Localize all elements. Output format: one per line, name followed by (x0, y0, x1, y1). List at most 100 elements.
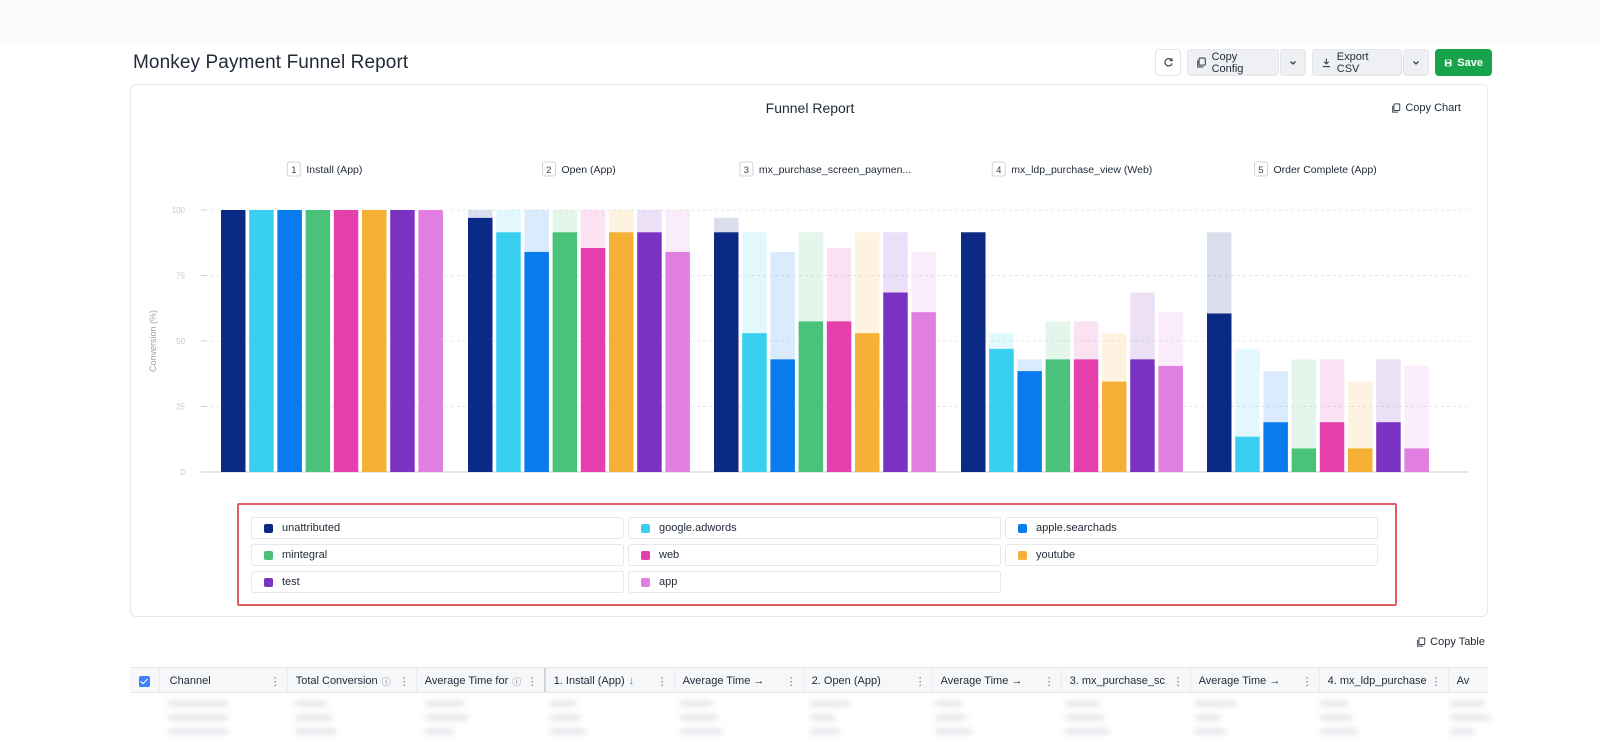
column-menu-icon[interactable]: ⋮ (1172, 675, 1184, 688)
refresh-button[interactable] (1155, 49, 1181, 76)
save-label: Save (1457, 56, 1483, 69)
column-header-label: Average Time → (682, 675, 765, 687)
bar-web (333, 210, 359, 472)
save-icon (1444, 59, 1452, 66)
column-header-average-time-1[interactable]: Average Time → ⋮ (675, 668, 804, 692)
column-menu-icon[interactable]: ⋮ (656, 675, 668, 688)
legend-item[interactable]: apple.searchads (1005, 517, 1378, 539)
blurred-cell (168, 715, 228, 720)
save-button[interactable]: Save (1435, 49, 1492, 76)
bar-mintegral (1291, 448, 1317, 472)
column-menu-icon[interactable]: ⋮ (785, 675, 797, 688)
column-menu-icon[interactable]: ⋮ (526, 675, 538, 688)
legend-item[interactable]: web (628, 544, 1001, 566)
copy-config-dropdown-button[interactable] (1280, 49, 1306, 76)
chart-card: Funnel Report Copy Chart 100 75 50 25 0 Conve… (130, 84, 1488, 617)
chevron-down-icon (1413, 60, 1419, 65)
bar-youtube (855, 333, 880, 472)
legend-item[interactable]: test (251, 571, 624, 593)
dropoff-bar (742, 232, 767, 334)
bar-test (637, 232, 662, 472)
column-header-install[interactable]: 1. Install (App) ↓ ⋮ (546, 668, 675, 692)
legend-item[interactable]: mintegral (251, 544, 624, 566)
blurred-cell (168, 729, 228, 734)
column-header-channel[interactable]: Channel ⋮ (160, 668, 288, 692)
column-menu-icon[interactable]: ⋮ (1043, 675, 1055, 688)
blurred-cell (935, 715, 967, 720)
blurred-cell (425, 729, 454, 734)
dropoff-bar (1158, 312, 1183, 366)
column-menu-icon[interactable]: ⋮ (1301, 675, 1313, 688)
bar-apple-searchads (524, 251, 549, 472)
bar-apple-searchads (1017, 371, 1042, 472)
column-header-average-time[interactable]: Average Time for ⓘ ⋮ (417, 668, 546, 692)
select-all-checkbox[interactable] (130, 668, 160, 692)
dropoff-bar (883, 232, 908, 293)
bar-youtube (1348, 448, 1373, 472)
export-csv-button[interactable]: Export CSV (1312, 49, 1402, 76)
y-tick-label: 100 (172, 206, 186, 215)
copy-chart-button[interactable]: Copy Chart (1391, 102, 1461, 114)
column-menu-icon[interactable]: ⋮ (398, 675, 410, 688)
column-header-label: Total Conversion (295, 675, 378, 687)
column-menu-icon[interactable]: ⋮ (1430, 675, 1442, 688)
dropoff-bar (580, 210, 606, 248)
legend-item[interactable]: youtube (1005, 544, 1378, 566)
dropoff-bar (798, 232, 824, 322)
table-header: Channel ⋮ Total Conversion ⓘ ⋮ Average Time… (130, 667, 1488, 693)
legend-item[interactable]: app (628, 571, 1001, 593)
dropoff-bar (1102, 333, 1127, 382)
column-header-ldp-purchase[interactable]: 4. mx_ldp_purchase ⋮ (1320, 668, 1449, 692)
y-axis-label: Conversion (%) (148, 310, 158, 372)
legend-label: google.adwords (659, 522, 737, 534)
bar-mintegral (305, 210, 331, 472)
dropoff-bar (1348, 381, 1373, 449)
column-header-purchase-screen[interactable]: 3. mx_purchase_sc ⋮ (1062, 668, 1191, 692)
dropoff-bar (770, 251, 795, 360)
bar-web (1319, 422, 1345, 472)
copy-icon (1392, 103, 1401, 113)
dropoff-bar (1376, 359, 1401, 423)
export-csv-group: Export CSV (1312, 49, 1429, 76)
legend-item[interactable]: google.adwords (628, 517, 1001, 539)
column-header-total-conversion[interactable]: Total Conversion ⓘ ⋮ (288, 668, 417, 692)
column-header-label: 4. mx_ldp_purchase (1327, 675, 1427, 687)
column-header-average-time-3[interactable]: Average Time → ⋮ (1191, 668, 1320, 692)
download-icon (1322, 58, 1330, 68)
column-menu-icon[interactable]: ⋮ (269, 675, 281, 688)
dropoff-bar (989, 333, 1014, 349)
refresh-icon (1163, 58, 1173, 67)
blurred-cell (1065, 729, 1109, 734)
dropoff-bar (1291, 359, 1317, 449)
blurred-cell (295, 701, 327, 706)
bar-unattributed (961, 232, 986, 472)
export-csv-dropdown-button[interactable] (1403, 49, 1429, 76)
dropoff-bar (665, 210, 690, 252)
blurred-cell (1320, 701, 1348, 706)
column-header-average-time-2[interactable]: Average Time → ⋮ (933, 668, 1062, 692)
blurred-cell (1450, 701, 1485, 706)
bar-test (883, 292, 908, 472)
sort-descending-icon[interactable]: ↓ (628, 675, 635, 687)
copy-config-button[interactable]: Copy Config (1187, 49, 1279, 76)
column-header-average-time-4[interactable]: Av (1449, 668, 1488, 692)
dropoff-bar (1235, 348, 1260, 437)
info-icon: ⓘ (381, 676, 391, 687)
table-body-blurred (130, 693, 1490, 751)
blurred-cell (1195, 701, 1236, 706)
page-title: Monkey Payment Funnel Report (133, 52, 409, 73)
column-menu-icon[interactable]: ⋮ (914, 675, 926, 688)
legend-swatch (641, 550, 650, 560)
bar-unattributed (714, 232, 739, 472)
column-header-open[interactable]: 2. Open (App) ⋮ (804, 668, 933, 692)
dropoff-bar (1130, 292, 1155, 360)
bar-google-adwords (989, 348, 1014, 472)
legend-label: web (659, 549, 680, 561)
dropoff-bar (637, 210, 662, 233)
legend-item[interactable]: unattributed (251, 517, 624, 539)
copy-table-button[interactable]: Copy Table (1416, 636, 1485, 648)
blurred-cell (1065, 715, 1104, 720)
step-number-badge (286, 161, 301, 177)
bar-web (1073, 359, 1099, 472)
